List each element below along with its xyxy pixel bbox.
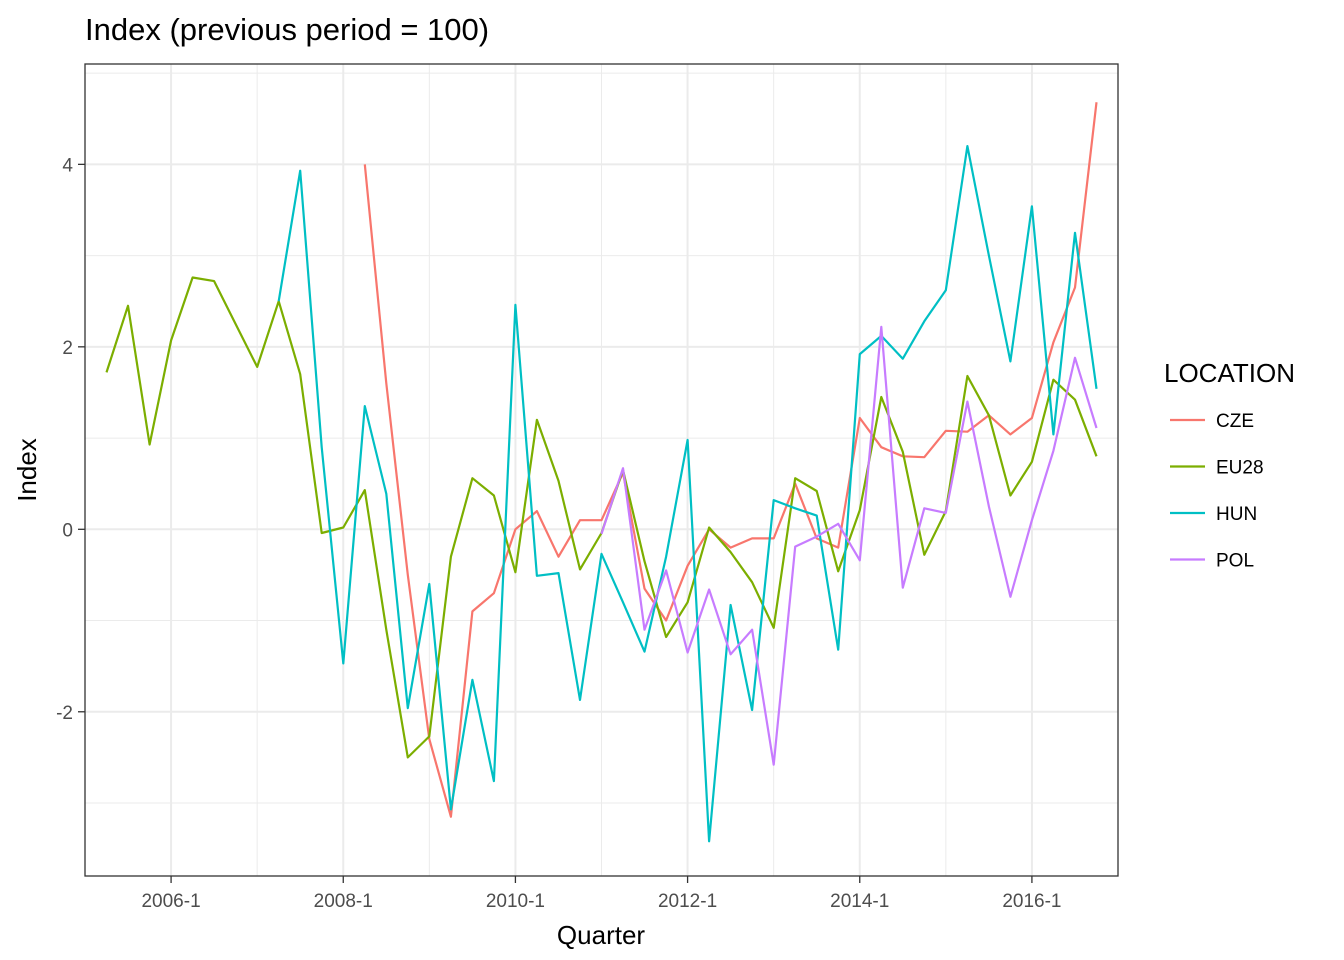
series-lines (105, 102, 1098, 843)
x-tick-label: 2006-1 (141, 891, 200, 912)
legend-label-pol: POL (1216, 551, 1254, 572)
y-tick-label: 0 (62, 520, 73, 541)
x-axis: 2006-1 2008-1 2010-1 2012-1 2014-1 2016-1 (141, 876, 1062, 912)
legend-title: LOCATION (1164, 358, 1295, 388)
x-axis-title: Quarter (557, 920, 645, 950)
y-axis-title: Index (12, 438, 42, 502)
x-tick-label: 2014-1 (830, 891, 889, 912)
legend: LOCATION CZE EU28 HUN POL (1164, 358, 1295, 572)
chart-title: Index (previous period = 100) (85, 12, 489, 47)
series-line-hun (277, 145, 1098, 843)
legend-label-eu28: EU28 (1216, 458, 1264, 479)
major-gridlines (85, 64, 1118, 876)
series-line-pol (600, 325, 1098, 766)
y-tick-label: -2 (56, 703, 73, 724)
y-axis: -2 0 2 4 (56, 155, 85, 724)
plot-border (84, 63, 1119, 877)
x-tick-label: 2016-1 (1002, 891, 1061, 912)
legend-label-hun: HUN (1216, 504, 1257, 525)
series-line-cze (363, 102, 1098, 818)
legend-label-cze: CZE (1216, 411, 1254, 432)
x-tick-label: 2010-1 (486, 891, 545, 912)
y-tick-label: 4 (62, 155, 73, 176)
x-tick-label: 2012-1 (658, 891, 717, 912)
y-tick-label: 2 (62, 338, 73, 359)
x-tick-label: 2008-1 (314, 891, 373, 912)
